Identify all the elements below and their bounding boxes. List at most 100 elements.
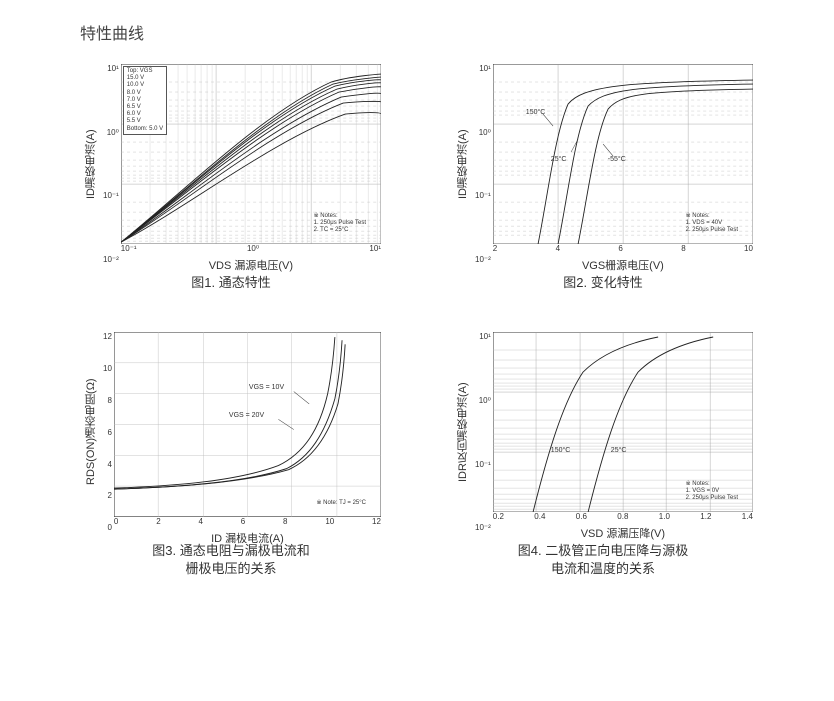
fig1-caption: 图1. 通态特性 bbox=[191, 274, 270, 292]
note-line: 2. 250μs Pulse Test bbox=[686, 495, 738, 502]
fig3-notes: ※ Note: TJ = 25°C bbox=[316, 500, 366, 507]
fig4-label-25c: 25°C bbox=[611, 447, 627, 454]
ytick: 10⁰ bbox=[475, 128, 491, 137]
fig1-yticks: 10¹ 10⁰ 10⁻¹ 10⁻² bbox=[101, 64, 121, 264]
fig1-notes: ※ Notes: 1. 250μs Pulse Test 2. TC = 25°… bbox=[314, 213, 366, 235]
ytick: 2 bbox=[103, 491, 112, 500]
ytick: 12 bbox=[103, 332, 112, 341]
xtick: 2 bbox=[156, 517, 160, 526]
fig4-plot: 150°C 25°C ※ Notes: 1. VGS = 0V 2. 250μs… bbox=[493, 332, 753, 512]
ytick: 10⁰ bbox=[103, 128, 119, 137]
fig2-label-25c: 25°C bbox=[551, 156, 567, 163]
legend-item: 8.0 V bbox=[127, 90, 163, 97]
note-line: 1. 250μs Pulse Test bbox=[314, 220, 366, 227]
ytick: 4 bbox=[103, 460, 112, 469]
figure-2: ID漏极电流(A) 10¹ 10⁰ 10⁻¹ 10⁻² bbox=[432, 64, 774, 292]
ytick: 10⁻² bbox=[475, 255, 491, 264]
xtick: 1.4 bbox=[742, 512, 753, 521]
xtick: 4 bbox=[198, 517, 202, 526]
xtick: 12 bbox=[372, 517, 381, 526]
ytick: 10 bbox=[103, 364, 112, 373]
ytick: 10⁻¹ bbox=[475, 191, 491, 200]
xtick: 6 bbox=[618, 244, 622, 253]
fig4-xlabel: VSD 源漏压降(V) bbox=[493, 525, 753, 541]
xtick: 10 bbox=[325, 517, 334, 526]
ytick: 10¹ bbox=[103, 64, 119, 73]
xtick: 4 bbox=[556, 244, 560, 253]
fig2-xlabel: VGS栅源电压(V) bbox=[493, 257, 753, 273]
xtick: 10⁻¹ bbox=[121, 244, 137, 253]
ytick: 10⁻² bbox=[475, 523, 491, 532]
fig1-legend: Top: VGS 15.0 V 10.0 V 8.0 V 7.0 V 6.5 V… bbox=[123, 66, 167, 135]
fig1-xticks: 10⁻¹ 10⁰ 10¹ bbox=[121, 244, 381, 253]
fig4-yticks: 10¹ 10⁰ 10⁻¹ 10⁻² bbox=[473, 332, 493, 532]
xtick: 0.2 bbox=[493, 512, 504, 521]
legend-item: 5.5 V bbox=[127, 118, 163, 125]
caption-line: 电流和温度的关系 bbox=[551, 561, 655, 576]
figure-3: RDS(ON)通态电阻(Ω) 12 10 8 6 4 2 0 bbox=[60, 332, 402, 578]
fig4-xticks: 0.2 0.4 0.6 0.8 1.0 1.2 1.4 bbox=[493, 512, 753, 521]
fig2-yticks: 10¹ 10⁰ 10⁻¹ 10⁻² bbox=[473, 64, 493, 264]
xtick: 0.8 bbox=[617, 512, 628, 521]
fig2-notes: ※ Notes: 1. VDS = 40V 2. 250μs Pulse Tes… bbox=[686, 213, 738, 235]
figure-1: ID漏极电流(A) 10¹ 10⁰ 10⁻¹ 10⁻² bbox=[60, 64, 402, 292]
ytick: 10⁰ bbox=[475, 396, 491, 405]
xtick: 0.4 bbox=[534, 512, 545, 521]
legend-item: 10.0 V bbox=[127, 82, 163, 89]
xtick: 1.0 bbox=[659, 512, 670, 521]
fig3-yticks: 12 10 8 6 4 2 0 bbox=[101, 332, 114, 532]
ytick: 10¹ bbox=[475, 332, 491, 341]
ytick: 10⁻¹ bbox=[475, 460, 491, 469]
fig1-plot: Top: VGS 15.0 V 10.0 V 8.0 V 7.0 V 6.5 V… bbox=[121, 64, 381, 244]
fig3-label-10v: VGS = 10V bbox=[249, 384, 284, 391]
fig4-label-150c: 150°C bbox=[551, 447, 571, 454]
legend-title: Top: VGS bbox=[127, 68, 163, 75]
legend-item: 15.0 V bbox=[127, 75, 163, 82]
xtick: 10⁰ bbox=[247, 244, 259, 253]
note-line: 2. 250μs Pulse Test bbox=[686, 227, 738, 234]
xtick: 10¹ bbox=[369, 244, 381, 253]
note-line: ※ Note: TJ = 25°C bbox=[316, 500, 366, 507]
figure-4: IDR反向漏极电流(A) 10¹ 10⁰ 10⁻¹ 10⁻² bbox=[432, 332, 774, 578]
xtick: 0 bbox=[114, 517, 118, 526]
caption-line: 栅极电压的关系 bbox=[185, 561, 276, 576]
fig4-ylabel: IDR反向漏极电流(A) bbox=[453, 332, 473, 532]
xtick: 8 bbox=[681, 244, 685, 253]
ytick: 6 bbox=[103, 428, 112, 437]
fig3-plot: VGS = 10V VGS = 20V ※ Note: TJ = 25°C bbox=[114, 332, 381, 517]
xtick: 2 bbox=[493, 244, 497, 253]
caption-line: 图4. 二极管正向电压降与源极 bbox=[518, 543, 688, 558]
note-line: 1. VDS = 40V bbox=[686, 220, 738, 227]
legend-item: 6.5 V bbox=[127, 104, 163, 111]
xtick: 6 bbox=[241, 517, 245, 526]
ytick: 10⁻¹ bbox=[103, 191, 119, 200]
fig4-notes: ※ Notes: 1. VGS = 0V 2. 250μs Pulse Test bbox=[686, 481, 738, 503]
fig2-xticks: 2 4 6 8 10 bbox=[493, 244, 753, 253]
fig3-xticks: 0 2 4 6 8 10 12 bbox=[114, 517, 381, 526]
fig3-xlabel: ID 漏极电流(A) bbox=[114, 530, 381, 546]
fig3-label-20v: VGS = 20V bbox=[229, 412, 264, 419]
ytick: 10⁻² bbox=[103, 255, 119, 264]
xtick: 8 bbox=[283, 517, 287, 526]
note-line: 2. TC = 25°C bbox=[314, 227, 366, 234]
xtick: 10 bbox=[744, 244, 753, 253]
fig2-plot: 150°C 25°C -55°C ※ Notes: 1. VDS = 40V 2… bbox=[493, 64, 753, 244]
fig1-ylabel: ID漏极电流(A) bbox=[81, 64, 101, 264]
ytick: 0 bbox=[103, 523, 112, 532]
xtick: 0.6 bbox=[576, 512, 587, 521]
fig1-xlabel: VDS 漏源电压(V) bbox=[121, 257, 381, 273]
note-line: ※ Notes: bbox=[686, 213, 738, 220]
fig2-label-150c: 150°C bbox=[526, 109, 546, 116]
fig3-ylabel: RDS(ON)通态电阻(Ω) bbox=[81, 332, 101, 532]
ytick: 10¹ bbox=[475, 64, 491, 73]
fig2-ylabel: ID漏极电流(A) bbox=[453, 64, 473, 264]
legend-item: 7.0 V bbox=[127, 97, 163, 104]
ytick: 8 bbox=[103, 396, 112, 405]
note-line: ※ Notes: bbox=[314, 213, 366, 220]
xtick: 1.2 bbox=[700, 512, 711, 521]
legend-item: Bottom: 5.0 V bbox=[127, 126, 163, 133]
fig2-caption: 图2. 变化特性 bbox=[563, 274, 642, 292]
chart-grid: ID漏极电流(A) 10¹ 10⁰ 10⁻¹ 10⁻² bbox=[60, 64, 774, 579]
legend-item: 6.0 V bbox=[127, 111, 163, 118]
page-title: 特性曲线 bbox=[80, 20, 774, 44]
